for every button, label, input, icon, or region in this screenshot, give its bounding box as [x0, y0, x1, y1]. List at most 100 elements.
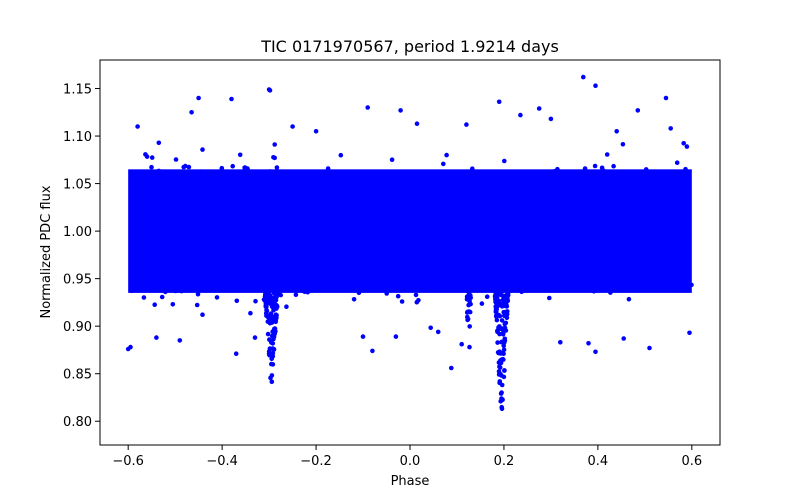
y-tick-label: 1.05: [63, 178, 92, 193]
data-point: [272, 301, 277, 307]
data-point: [497, 331, 502, 337]
data-point: [501, 347, 507, 353]
data-point: [393, 334, 399, 339]
data-point: [173, 157, 179, 162]
y-tick-label: 1.00: [63, 225, 92, 240]
data-point: [134, 281, 140, 287]
data-point: [505, 291, 510, 297]
data-point: [365, 105, 371, 110]
data-point: [428, 325, 434, 331]
data-point: [398, 108, 403, 113]
data-point: [353, 282, 359, 287]
data-point: [601, 168, 606, 173]
data-point: [149, 164, 154, 170]
data-point: [502, 338, 508, 344]
data-point: [464, 122, 469, 127]
data-point: [503, 312, 508, 318]
data-point: [186, 164, 192, 170]
data-point: [393, 287, 398, 293]
data-point: [479, 301, 485, 306]
data-point: [267, 352, 272, 358]
data-point: [548, 116, 554, 122]
data-point: [177, 338, 183, 343]
data-point: [499, 318, 505, 323]
data-point: [156, 140, 162, 146]
data-point: [233, 351, 239, 357]
data-point: [503, 320, 509, 326]
data-point: [689, 282, 694, 288]
data-point: [441, 161, 446, 167]
data-point: [194, 302, 200, 308]
data-point: [189, 110, 194, 115]
data-point: [284, 282, 290, 288]
data-point: [620, 142, 626, 147]
data-point: [325, 173, 331, 179]
data-point: [494, 314, 499, 319]
data-point: [581, 74, 586, 80]
data-point: [572, 281, 577, 287]
data-point: [681, 284, 686, 290]
data-point: [558, 340, 563, 345]
data-point: [253, 172, 259, 177]
data-point: [647, 345, 652, 351]
data-point: [467, 324, 473, 329]
data-point: [486, 283, 491, 288]
data-point: [452, 287, 457, 292]
data-point: [229, 96, 234, 102]
data-point: [262, 294, 268, 299]
data-point: [404, 169, 409, 175]
data-point: [501, 357, 506, 362]
data-point: [129, 288, 135, 294]
data-point: [586, 341, 591, 346]
data-point: [497, 349, 502, 355]
data-point: [271, 334, 277, 340]
data-point: [267, 346, 273, 352]
y-tick-label: 1.10: [63, 130, 92, 145]
data-point: [265, 331, 271, 337]
data-point: [290, 124, 295, 129]
data-point: [365, 284, 371, 290]
data-point: [305, 289, 311, 295]
data-point: [173, 288, 178, 294]
data-point: [621, 336, 626, 341]
data-point: [467, 344, 472, 350]
data-point: [512, 174, 518, 180]
data-point: [445, 174, 451, 179]
data-point: [643, 287, 648, 293]
data-point: [565, 283, 571, 289]
data-point: [234, 298, 240, 304]
data-point: [361, 281, 367, 287]
data-point: [135, 124, 140, 129]
data-point: [502, 368, 507, 373]
x-tick-label: 0.0: [400, 454, 421, 469]
data-point: [332, 281, 337, 286]
data-point: [179, 288, 184, 294]
data-point: [273, 319, 279, 325]
data-point: [499, 404, 505, 410]
data-point: [284, 304, 289, 310]
data-point: [242, 165, 248, 170]
data-point: [274, 165, 280, 170]
data-point: [274, 306, 279, 311]
data-point: [496, 99, 502, 105]
data-point: [200, 147, 205, 152]
data-point: [635, 108, 641, 113]
data-point: [444, 152, 449, 158]
data-point: [269, 320, 275, 325]
data-point: [152, 302, 157, 308]
data-point: [495, 340, 500, 345]
data-point: [252, 335, 258, 340]
data-point: [180, 176, 186, 181]
y-tick-label: 0.85: [63, 368, 92, 383]
data-point: [263, 290, 268, 296]
y-axis-label: Normalized PDC flux: [39, 185, 54, 318]
data-point: [473, 171, 479, 177]
data-point: [449, 171, 454, 176]
x-tick-label: −0.6: [112, 454, 144, 469]
y-tick-label: 0.90: [63, 320, 92, 335]
data-point: [425, 286, 431, 291]
data-point: [272, 290, 278, 295]
data-point: [560, 172, 565, 177]
data-point: [200, 312, 205, 318]
x-tick-label: −0.4: [206, 454, 238, 469]
